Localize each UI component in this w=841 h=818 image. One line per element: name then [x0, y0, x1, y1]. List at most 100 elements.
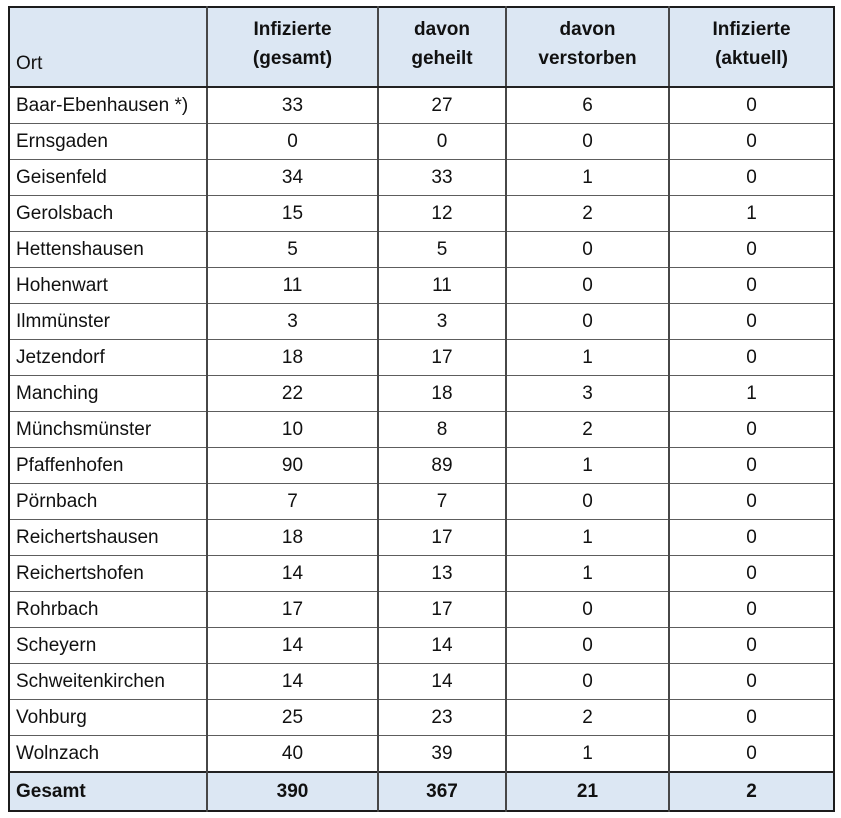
header-line: geheilt — [411, 47, 473, 69]
cell-total-verstorben: 21 — [505, 771, 670, 812]
cell-verstorben: 0 — [505, 627, 670, 664]
cell-ort: Wolnzach — [8, 735, 208, 773]
header-line: (aktuell) — [715, 47, 788, 69]
cell-aktuell: 0 — [668, 303, 835, 340]
cell-ort: Baar-Ebenhausen *) — [8, 86, 208, 124]
cell-verstorben: 0 — [505, 663, 670, 700]
cell-total-gesamt: 390 — [206, 771, 379, 812]
cell-verstorben: 1 — [505, 447, 670, 484]
cell-verstorben: 1 — [505, 519, 670, 556]
cell-gesamt: 33 — [206, 86, 379, 124]
covid-statistics-table: Ort Infizierte (gesamt) davon geheilt da… — [8, 6, 835, 812]
cell-geheilt: 0 — [377, 123, 507, 160]
cell-aktuell: 0 — [668, 159, 835, 196]
cell-verstorben: 6 — [505, 86, 670, 124]
cell-gesamt: 17 — [206, 591, 379, 628]
cell-geheilt: 18 — [377, 375, 507, 412]
cell-geheilt: 8 — [377, 411, 507, 448]
cell-ort: Gerolsbach — [8, 195, 208, 232]
cell-ort: Manching — [8, 375, 208, 412]
cell-geheilt: 17 — [377, 519, 507, 556]
cell-geheilt: 17 — [377, 591, 507, 628]
cell-gesamt: 5 — [206, 231, 379, 268]
table-row: Pörnbach 7 7 0 0 — [8, 483, 835, 520]
column-header-davon-geheilt: davon geheilt — [377, 6, 507, 88]
cell-gesamt: 11 — [206, 267, 379, 304]
cell-ort: Rohrbach — [8, 591, 208, 628]
column-header-infizierte-gesamt: Infizierte (gesamt) — [206, 6, 379, 88]
table-row: Reichertshofen 14 13 1 0 — [8, 555, 835, 592]
cell-ort: Scheyern — [8, 627, 208, 664]
table-row: Gerolsbach 15 12 2 1 — [8, 195, 835, 232]
cell-gesamt: 15 — [206, 195, 379, 232]
cell-ort: Vohburg — [8, 699, 208, 736]
cell-ort: Münchsmünster — [8, 411, 208, 448]
cell-ort: Pörnbach — [8, 483, 208, 520]
cell-aktuell: 0 — [668, 447, 835, 484]
cell-aktuell: 1 — [668, 195, 835, 232]
cell-total-geheilt: 367 — [377, 771, 507, 812]
header-line: Infizierte — [712, 19, 791, 40]
cell-ort: Schweitenkirchen — [8, 663, 208, 700]
table-row: Reichertshausen 18 17 1 0 — [8, 519, 835, 556]
table-row: Ilmmünster 3 3 0 0 — [8, 303, 835, 340]
table-body: Baar-Ebenhausen *) 33 27 6 0 Ernsgaden 0… — [8, 86, 835, 812]
cell-aktuell: 0 — [668, 519, 835, 556]
cell-gesamt: 7 — [206, 483, 379, 520]
cell-geheilt: 14 — [377, 663, 507, 700]
cell-verstorben: 3 — [505, 375, 670, 412]
table-header: Ort Infizierte (gesamt) davon geheilt da… — [8, 6, 835, 88]
header-line: davon — [559, 19, 616, 40]
table-row: Pfaffenhofen 90 89 1 0 — [8, 447, 835, 484]
cell-ort: Jetzendorf — [8, 339, 208, 376]
cell-geheilt: 5 — [377, 231, 507, 268]
cell-ort: Ilmmünster — [8, 303, 208, 340]
cell-verstorben: 2 — [505, 195, 670, 232]
cell-geheilt: 39 — [377, 735, 507, 773]
cell-aktuell: 0 — [668, 86, 835, 124]
cell-geheilt: 13 — [377, 555, 507, 592]
table-row: Hettenshausen 5 5 0 0 — [8, 231, 835, 268]
cell-verstorben: 0 — [505, 591, 670, 628]
header-line: Infizierte — [253, 19, 332, 40]
cell-gesamt: 14 — [206, 663, 379, 700]
cell-geheilt: 27 — [377, 86, 507, 124]
table-row: Schweitenkirchen 14 14 0 0 — [8, 663, 835, 700]
cell-aktuell: 1 — [668, 375, 835, 412]
header-line: davon — [414, 19, 470, 40]
cell-ort: Reichertshausen — [8, 519, 208, 556]
cell-geheilt: 12 — [377, 195, 507, 232]
cell-aktuell: 0 — [668, 267, 835, 304]
table-row: Vohburg 25 23 2 0 — [8, 699, 835, 736]
cell-ort: Ernsgaden — [8, 123, 208, 160]
cell-geheilt: 14 — [377, 627, 507, 664]
cell-ort: Reichertshofen — [8, 555, 208, 592]
cell-ort: Geisenfeld — [8, 159, 208, 196]
cell-verstorben: 2 — [505, 699, 670, 736]
cell-geheilt: 11 — [377, 267, 507, 304]
cell-verstorben: 0 — [505, 231, 670, 268]
cell-gesamt: 22 — [206, 375, 379, 412]
table-row: Münchsmünster 10 8 2 0 — [8, 411, 835, 448]
cell-aktuell: 0 — [668, 339, 835, 376]
column-header-davon-verstorben: davon verstorben — [505, 6, 670, 88]
header-line: (gesamt) — [252, 47, 333, 69]
cell-aktuell: 0 — [668, 591, 835, 628]
table-row: Baar-Ebenhausen *) 33 27 6 0 — [8, 86, 835, 124]
table-row: Hohenwart 11 11 0 0 — [8, 267, 835, 304]
cell-gesamt: 18 — [206, 339, 379, 376]
table-row: Geisenfeld 34 33 1 0 — [8, 159, 835, 196]
cell-verstorben: 0 — [505, 123, 670, 160]
cell-gesamt: 10 — [206, 411, 379, 448]
cell-gesamt: 14 — [206, 627, 379, 664]
cell-verstorben: 2 — [505, 411, 670, 448]
cell-gesamt: 40 — [206, 735, 379, 773]
cell-total-label: Gesamt — [8, 771, 208, 812]
cell-verstorben: 0 — [505, 483, 670, 520]
total-row: Gesamt 390 367 21 2 — [8, 771, 835, 812]
table-row: Jetzendorf 18 17 1 0 — [8, 339, 835, 376]
table-row: Ernsgaden 0 0 0 0 — [8, 123, 835, 160]
cell-aktuell: 0 — [668, 231, 835, 268]
cell-verstorben: 1 — [505, 339, 670, 376]
cell-gesamt: 25 — [206, 699, 379, 736]
